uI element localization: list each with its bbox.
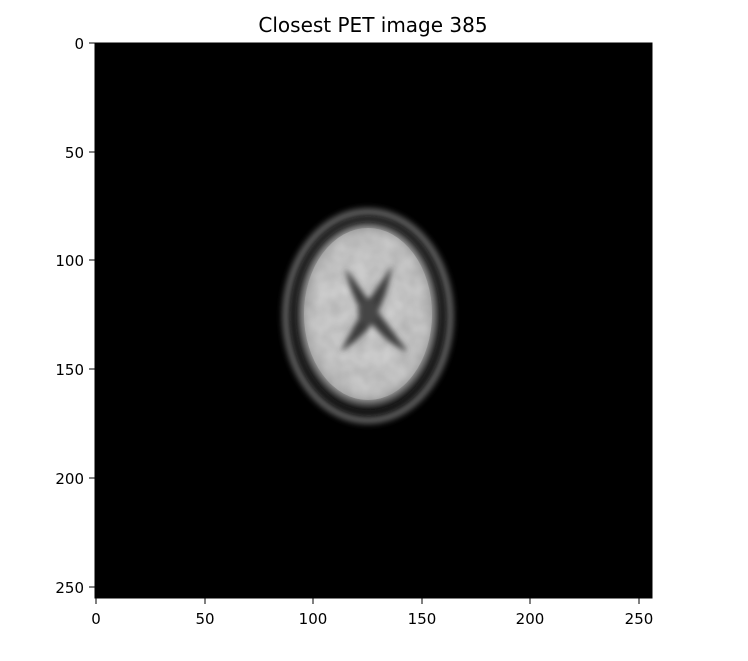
axes-frame xyxy=(94,42,653,599)
scalp-ring xyxy=(282,208,454,424)
y-tick-label: 100 xyxy=(55,252,84,270)
pet-image xyxy=(95,43,652,598)
x-axis: 0 50 100 150 200 250 xyxy=(91,598,653,628)
y-axis: 0 50 100 150 200 250 xyxy=(55,35,95,597)
x-tick-label: 50 xyxy=(195,610,214,628)
ventricles xyxy=(340,266,408,352)
y-tick-label: 0 xyxy=(74,35,84,53)
plot-title: Closest PET image 385 xyxy=(258,13,487,37)
y-tick-label: 150 xyxy=(55,361,84,379)
x-tick-label: 100 xyxy=(299,610,328,628)
x-tick-label: 0 xyxy=(91,610,101,628)
y-tick-label: 50 xyxy=(65,144,84,162)
x-tick-label: 200 xyxy=(516,610,545,628)
x-tick-label: 250 xyxy=(625,610,654,628)
y-tick-label: 250 xyxy=(55,579,84,597)
y-tick-label: 200 xyxy=(55,470,84,488)
x-tick-label: 150 xyxy=(408,610,437,628)
